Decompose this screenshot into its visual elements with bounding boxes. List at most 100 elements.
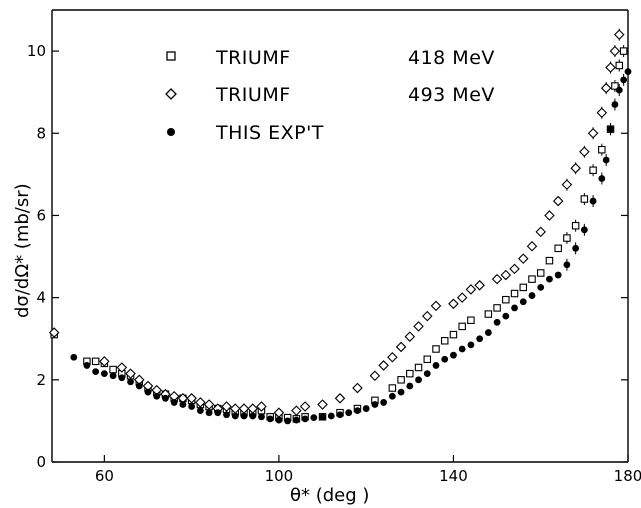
series-1-point-32 — [430, 300, 442, 312]
legend-label-triumf-493: TRIUMF — [215, 84, 291, 106]
axis-ticks: 60 100 140 180 0 2 4 6 8 10 — [27, 42, 641, 485]
series-2-point-5 — [118, 374, 126, 382]
y-tick-label-10: 10 — [27, 42, 46, 60]
series-0-point-41 — [484, 310, 493, 318]
series-1-point-36 — [474, 280, 485, 291]
y-tick-label-8: 8 — [36, 124, 46, 142]
series-2-point-28 — [319, 413, 326, 421]
series-2-point-6 — [127, 378, 134, 386]
series-0-point-42 — [493, 304, 501, 312]
series-1-point-46 — [570, 162, 581, 174]
series-0-point-43 — [502, 295, 510, 304]
series-1-point-42 — [535, 226, 547, 238]
series-1-point-44 — [552, 195, 564, 207]
y-tick-label-0: 0 — [36, 453, 46, 471]
series-1-point-48 — [587, 127, 599, 139]
series-2-point-45 — [467, 341, 475, 349]
series-2-point-63 — [611, 101, 619, 108]
series-2-point-61 — [602, 156, 610, 164]
series-2-point-38 — [406, 382, 414, 390]
series-1-point-51 — [605, 62, 616, 73]
series-1-point-20 — [291, 405, 302, 416]
series-1-point-3 — [125, 368, 136, 379]
y-tick-label-6: 6 — [36, 206, 46, 224]
series-1-point-39 — [509, 263, 520, 275]
series-1-point-29 — [404, 331, 416, 342]
series-2-point-43 — [450, 351, 457, 359]
series-0-point-33 — [406, 369, 414, 378]
series-2-point-62 — [607, 125, 614, 133]
series-1-point-12 — [203, 399, 215, 410]
series-0-point-54 — [598, 145, 606, 154]
series-2-point-64 — [615, 86, 623, 94]
series-0-point-35 — [423, 355, 432, 364]
y-axis-label: dσ/dΩ* (mb/sr) — [12, 183, 33, 318]
series-2-point-16 — [214, 409, 222, 417]
data-points — [48, 29, 632, 425]
y-tick-label-4: 4 — [36, 289, 46, 307]
x-tick-label-100: 100 — [265, 467, 294, 485]
series-2-point-7 — [135, 382, 143, 390]
series-2-point-31 — [345, 409, 353, 417]
series-1-point-24 — [352, 382, 363, 394]
series-2-point-20 — [249, 412, 257, 420]
series-2-point-32 — [354, 407, 361, 415]
series-2-point-18 — [231, 412, 239, 420]
chart-frame — [51, 9, 629, 463]
series-1-point-31 — [421, 310, 433, 322]
series-2-point-24 — [284, 417, 292, 425]
series-2-point-33 — [362, 405, 370, 412]
series-0-point-36 — [432, 345, 440, 353]
series-2-point-15 — [205, 409, 213, 417]
series-2-point-37 — [397, 388, 405, 396]
series-1-point-25 — [369, 370, 381, 381]
series-2-point-51 — [519, 298, 527, 306]
series-1-point-35 — [465, 284, 477, 295]
series-1-point-53 — [613, 29, 625, 40]
series-2-point-42 — [441, 355, 449, 363]
series-1-point-47 — [579, 146, 590, 158]
series-2-point-46 — [476, 335, 484, 343]
series-2-point-34 — [371, 401, 379, 408]
series-2-point-48 — [493, 318, 501, 326]
series-1-point-11 — [195, 397, 206, 408]
series-1-point-37 — [491, 273, 503, 285]
series-2-point-57 — [572, 244, 580, 252]
series-1-point-41 — [526, 240, 538, 252]
series-2-point-2 — [92, 368, 100, 375]
series-0-point-34 — [414, 363, 423, 372]
legend: TRIUMF 418 MeV TRIUMF 493 MeV THIS EXP'T — [165, 47, 495, 144]
series-2-point-21 — [258, 413, 265, 421]
series-0-point-47 — [536, 269, 545, 277]
legend-marker-circle — [167, 128, 175, 136]
series-0-point-2 — [91, 357, 100, 366]
series-1-point-27 — [387, 351, 398, 363]
x-tick-label-180: 180 — [614, 467, 641, 485]
series-0-point-39 — [458, 322, 466, 331]
series-1-point-45 — [561, 179, 573, 190]
series-1-point-26 — [378, 360, 389, 371]
series-1-point-38 — [500, 269, 512, 281]
legend-marker-diamond — [165, 88, 177, 100]
series-0-point-37 — [440, 337, 449, 345]
series-2-point-49 — [502, 312, 510, 320]
series-0-point-4 — [109, 365, 117, 374]
series-2-point-14 — [196, 407, 204, 415]
series-2-point-58 — [580, 226, 588, 234]
series-2-point-66 — [624, 68, 632, 76]
series-1-point-14 — [221, 401, 232, 412]
series-2-point-8 — [144, 388, 152, 396]
series-2-point-56 — [563, 261, 571, 269]
series-0-point-32 — [397, 376, 405, 384]
x-tick-label-60: 60 — [95, 467, 114, 485]
series-2-point-39 — [415, 376, 422, 384]
legend-label-this-expt: THIS EXP'T — [215, 122, 324, 144]
series-0-point-50 — [563, 234, 571, 242]
series-1-point-30 — [413, 321, 424, 332]
series-1-point-40 — [517, 253, 529, 264]
legend-label-triumf-418: TRIUMF — [215, 47, 291, 69]
legend-energy-418: 418 MeV — [408, 47, 495, 69]
series-2-point-47 — [484, 329, 492, 336]
series-2-point-22 — [266, 415, 274, 423]
series-1-point-0 — [48, 327, 60, 338]
